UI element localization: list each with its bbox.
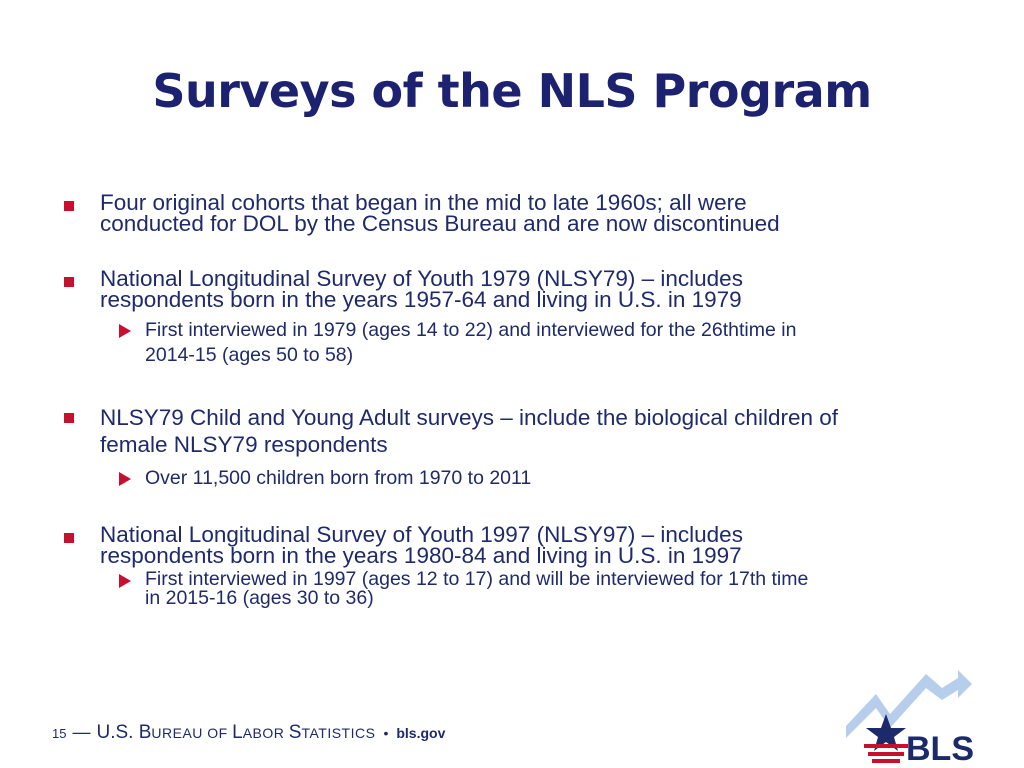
footer: 15 — U.S. BUREAU OF LABOR STATISTICS • b… [52,722,445,744]
bullet-text: National Longitudinal Survey of Youth 19… [100,522,960,568]
org-part: S [288,722,302,743]
sub-bullet-triangle-icon [119,472,131,486]
bullet-line: National Longitudinal Survey of Youth 19… [100,522,743,547]
bls-logo: BLS [846,670,974,764]
org-part: ABOR [242,725,289,741]
footer-separator: • [383,725,389,741]
logo-text: BLS [906,730,974,764]
sub-bullet-line: in 2015-16 (ages 30 to 36) [145,587,374,609]
bullet-text: NLSY79 Child and Young Adult surveys – i… [100,404,960,458]
bullet-line: Four original cohorts that began in the … [100,190,747,215]
footer-url: bls.gov [396,725,446,741]
footer-organization: U.S. BUREAU OF LABOR STATISTICS [96,722,375,744]
page-number: 15 [52,726,67,741]
bullet-square-icon [64,413,74,423]
sub-bullet-triangle-icon [119,324,131,338]
org-part: TATISTICS [301,725,376,741]
sub-bullet-line: First interviewed in 1997 (ages 12 to 17… [145,568,809,590]
slide-title: Surveys of the NLS Program [152,64,872,118]
logo-stripe [868,752,904,756]
footer-dash: — [72,722,91,742]
org-part: U.S. [96,722,139,743]
sub-bullet-text: Over 11,500 children born from 1970 to 2… [145,466,965,491]
logo-stripe [864,744,908,748]
sub-bullet-line: 2014-15 (ages 50 to 58) [145,344,354,366]
bullet-text: National Longitudinal Survey of Youth 19… [100,266,960,312]
bullet-line: respondents born in the years 1957-64 an… [100,287,742,312]
bullet-line: National Longitudinal Survey of Youth 19… [100,266,743,291]
org-part: B [138,722,152,743]
bullet-square-icon [64,533,74,543]
bullet-line: respondents born in the years 1980-84 an… [100,543,742,568]
sub-bullet-triangle-icon [119,574,131,588]
sub-bullet-line: First interviewed in 1979 (ages 14 to 22… [145,319,797,341]
bullet-line: NLSY79 Child and Young Adult surveys – i… [100,405,838,430]
bullet-square-icon [64,201,74,211]
logo-stripe [872,759,900,763]
sub-bullet-text: First interviewed in 1979 (ages 14 to 22… [145,318,965,368]
bullet-line: female NLSY79 respondents [100,432,388,457]
bullet-square-icon [64,277,74,287]
logo-trend-line [846,670,972,738]
bullet-line: conducted for DOL by the Census Bureau a… [100,211,780,236]
logo-star-icon [866,714,906,751]
org-part: L [232,722,243,743]
bullet-text: Four original cohorts that began in the … [100,190,960,236]
org-part: UREAU OF [151,725,233,741]
sub-bullet-line: Over 11,500 children born from 1970 to 2… [145,467,532,489]
sub-bullet-text: First interviewed in 1997 (ages 12 to 17… [145,568,975,609]
